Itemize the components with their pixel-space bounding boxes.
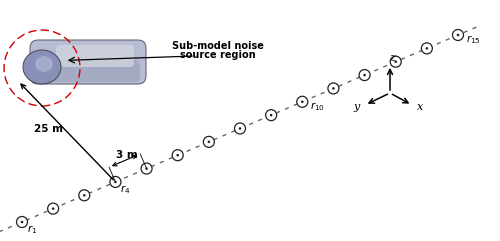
- Text: 25 m: 25 m: [34, 124, 63, 134]
- Circle shape: [141, 163, 152, 174]
- Circle shape: [332, 87, 334, 90]
- Circle shape: [359, 70, 370, 80]
- Circle shape: [208, 141, 210, 143]
- Circle shape: [266, 110, 276, 121]
- Circle shape: [422, 43, 432, 54]
- Circle shape: [297, 96, 308, 107]
- FancyBboxPatch shape: [30, 40, 146, 84]
- FancyBboxPatch shape: [56, 45, 134, 67]
- Circle shape: [176, 154, 179, 156]
- Text: z: z: [389, 53, 395, 63]
- Circle shape: [79, 190, 90, 201]
- Text: $r_{15}$: $r_{15}$: [466, 33, 480, 46]
- Ellipse shape: [35, 56, 53, 72]
- Text: Sub-model noise: Sub-model noise: [172, 41, 264, 51]
- Circle shape: [364, 74, 366, 76]
- Circle shape: [238, 127, 242, 130]
- Ellipse shape: [23, 50, 61, 84]
- Circle shape: [114, 181, 116, 183]
- Circle shape: [52, 207, 54, 210]
- Text: $r_4$: $r_4$: [120, 183, 130, 196]
- Circle shape: [234, 123, 246, 134]
- Circle shape: [172, 150, 183, 161]
- Circle shape: [270, 114, 272, 116]
- Circle shape: [456, 34, 460, 36]
- Circle shape: [16, 216, 28, 228]
- Circle shape: [204, 136, 214, 147]
- Text: y: y: [354, 102, 360, 112]
- FancyBboxPatch shape: [35, 60, 140, 82]
- Circle shape: [394, 60, 397, 63]
- Text: $r_1$: $r_1$: [26, 223, 37, 236]
- Circle shape: [110, 176, 121, 187]
- Ellipse shape: [131, 49, 145, 75]
- Circle shape: [452, 29, 464, 40]
- Circle shape: [83, 194, 86, 197]
- Circle shape: [390, 56, 401, 67]
- Circle shape: [20, 221, 24, 223]
- Text: x: x: [417, 102, 423, 112]
- Text: $r_{10}$: $r_{10}$: [310, 100, 325, 113]
- Circle shape: [146, 167, 148, 170]
- Circle shape: [328, 83, 339, 94]
- Text: source region: source region: [180, 50, 256, 60]
- Circle shape: [301, 100, 304, 103]
- Circle shape: [426, 47, 428, 50]
- Text: 3 m: 3 m: [116, 150, 138, 160]
- Circle shape: [48, 203, 58, 214]
